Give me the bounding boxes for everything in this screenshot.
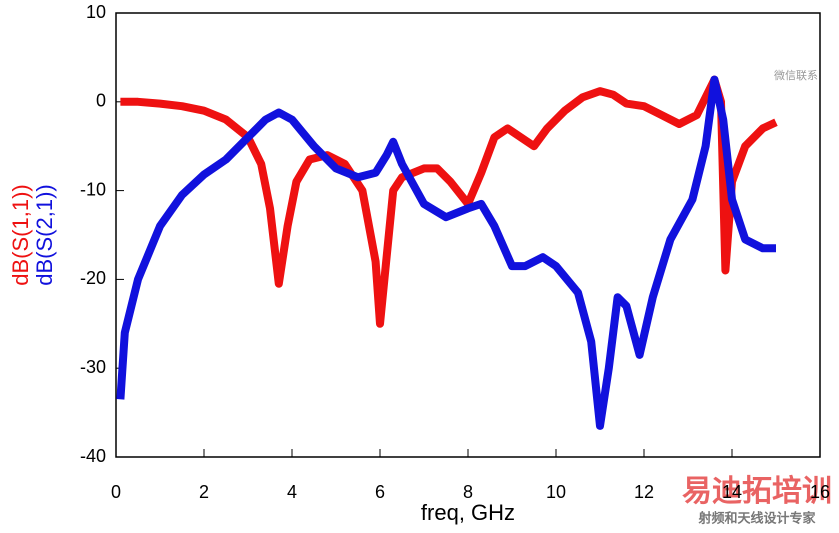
x-tick-label: 16 (810, 482, 830, 502)
x-tick-label: 0 (111, 482, 121, 502)
y-tick-label: -30 (80, 357, 106, 377)
series-line (120, 75, 778, 328)
watermark-slogan: 射频和天线设计专家 (697, 510, 816, 525)
y-tick-label: 10 (86, 2, 106, 22)
y-tick-label: -20 (80, 268, 106, 288)
x-tick-label: 12 (634, 482, 654, 502)
x-tick-label: 10 (546, 482, 566, 502)
y-tick-label: -40 (80, 446, 106, 466)
x-axis-label: freq, GHz (421, 500, 515, 525)
x-tick-label: 6 (375, 482, 385, 502)
legend-label: dB(S(1,1)) (8, 184, 33, 285)
x-tick-label: 14 (722, 482, 742, 502)
y-tick-label: -10 (80, 179, 106, 199)
watermark-contact: 微信联系 (774, 68, 818, 82)
watermark-brand: 易迪拓培训 (682, 474, 832, 508)
legend-label: dB(S(2,1)) (32, 184, 57, 285)
x-tick-label: 4 (287, 482, 297, 502)
series-line (116, 75, 776, 430)
x-tick-label: 8 (463, 482, 473, 502)
x-tick-label: 2 (199, 482, 209, 502)
y-tick-label: 0 (96, 91, 106, 111)
